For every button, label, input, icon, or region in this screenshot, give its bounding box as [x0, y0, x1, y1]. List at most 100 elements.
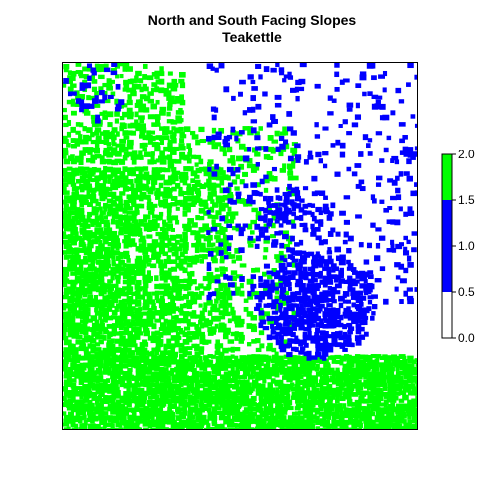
north-facing-cell — [66, 218, 72, 223]
north-facing-cell — [250, 290, 258, 297]
south-facing-cell — [263, 214, 268, 220]
north-facing-cell — [402, 386, 410, 392]
north-facing-cell — [222, 347, 229, 354]
north-facing-cell — [154, 146, 161, 152]
north-facing-cell — [135, 359, 142, 365]
north-facing-cell — [234, 334, 239, 341]
north-facing-cell — [131, 291, 138, 297]
north-facing-cell — [151, 347, 159, 352]
north-facing-cell — [222, 295, 227, 301]
south-facing-cell — [299, 319, 306, 324]
north-facing-cell — [355, 386, 361, 391]
north-facing-cell — [167, 350, 174, 356]
north-facing-cell — [110, 394, 117, 400]
north-facing-cell — [190, 202, 196, 207]
north-facing-cell — [223, 287, 231, 293]
north-facing-cell — [179, 154, 185, 160]
raster-map-panel — [62, 62, 418, 430]
north-facing-cell — [150, 415, 155, 421]
north-facing-cell — [155, 411, 162, 416]
north-facing-cell — [87, 406, 94, 413]
north-facing-cell — [74, 390, 80, 397]
north-facing-cell — [234, 247, 241, 254]
north-facing-cell — [203, 171, 209, 177]
south-facing-cell — [354, 295, 360, 301]
north-facing-cell — [391, 359, 398, 365]
north-facing-cell — [150, 338, 157, 344]
south-facing-cell — [271, 310, 279, 315]
north-facing-cell — [226, 175, 231, 181]
north-facing-cell — [66, 315, 72, 320]
north-facing-cell — [214, 142, 222, 147]
south-facing-cell — [414, 146, 417, 151]
south-facing-cell — [291, 258, 299, 263]
north-facing-cell — [386, 367, 394, 372]
north-facing-cell — [306, 426, 312, 429]
south-facing-cell — [295, 311, 302, 318]
north-facing-cell — [79, 278, 87, 285]
north-facing-cell — [139, 118, 145, 124]
north-facing-cell — [234, 370, 240, 375]
north-facing-cell — [103, 266, 110, 272]
north-facing-cell — [82, 355, 89, 361]
north-facing-cell — [98, 406, 104, 412]
south-facing-cell — [302, 334, 310, 340]
south-facing-cell — [366, 282, 373, 288]
south-facing-cell — [326, 266, 332, 272]
north-facing-cell — [351, 391, 358, 397]
north-facing-cell — [94, 303, 100, 309]
north-facing-cell — [131, 415, 137, 422]
south-facing-cell — [254, 243, 260, 249]
north-facing-cell — [234, 374, 240, 379]
south-facing-cell — [334, 314, 341, 320]
south-facing-cell — [346, 131, 353, 136]
south-facing-cell — [406, 287, 413, 292]
south-facing-cell — [118, 99, 125, 105]
north-facing-cell — [211, 242, 216, 247]
north-facing-cell — [87, 186, 93, 191]
north-facing-cell — [374, 398, 382, 404]
north-facing-cell — [350, 383, 357, 389]
north-facing-cell — [127, 123, 133, 129]
north-facing-cell — [183, 319, 189, 324]
north-facing-cell — [234, 186, 240, 191]
north-facing-cell — [82, 79, 88, 85]
north-facing-cell — [83, 378, 90, 383]
north-facing-cell — [70, 366, 76, 371]
north-facing-cell — [179, 151, 186, 157]
north-facing-cell — [98, 174, 105, 181]
north-facing-cell — [98, 227, 104, 233]
north-facing-cell — [107, 406, 113, 412]
north-facing-cell — [199, 291, 205, 296]
north-facing-cell — [122, 302, 128, 309]
north-facing-cell — [166, 290, 174, 297]
north-facing-cell — [119, 395, 125, 402]
north-facing-cell — [187, 166, 194, 172]
north-facing-cell — [235, 290, 240, 296]
north-facing-cell — [239, 318, 245, 325]
south-facing-cell — [290, 87, 297, 93]
south-facing-cell — [322, 311, 329, 317]
north-facing-cell — [386, 378, 394, 383]
north-facing-cell — [66, 406, 72, 411]
north-facing-cell — [295, 355, 301, 361]
north-facing-cell — [322, 358, 329, 364]
north-facing-cell — [219, 146, 225, 152]
north-facing-cell — [170, 387, 175, 394]
north-facing-cell — [75, 334, 83, 340]
south-facing-cell — [394, 159, 400, 165]
north-facing-cell — [311, 378, 317, 384]
north-facing-cell — [215, 291, 221, 297]
north-facing-cell — [171, 158, 177, 164]
south-facing-cell — [330, 143, 336, 148]
north-facing-cell — [170, 371, 175, 376]
north-facing-cell — [379, 415, 384, 420]
north-facing-cell — [179, 278, 184, 283]
north-facing-cell — [134, 111, 139, 118]
south-facing-cell — [347, 342, 354, 347]
north-facing-cell — [226, 211, 233, 217]
north-facing-cell — [103, 130, 110, 136]
north-facing-cell — [363, 398, 369, 404]
north-facing-cell — [163, 179, 169, 186]
north-facing-cell — [230, 130, 237, 136]
